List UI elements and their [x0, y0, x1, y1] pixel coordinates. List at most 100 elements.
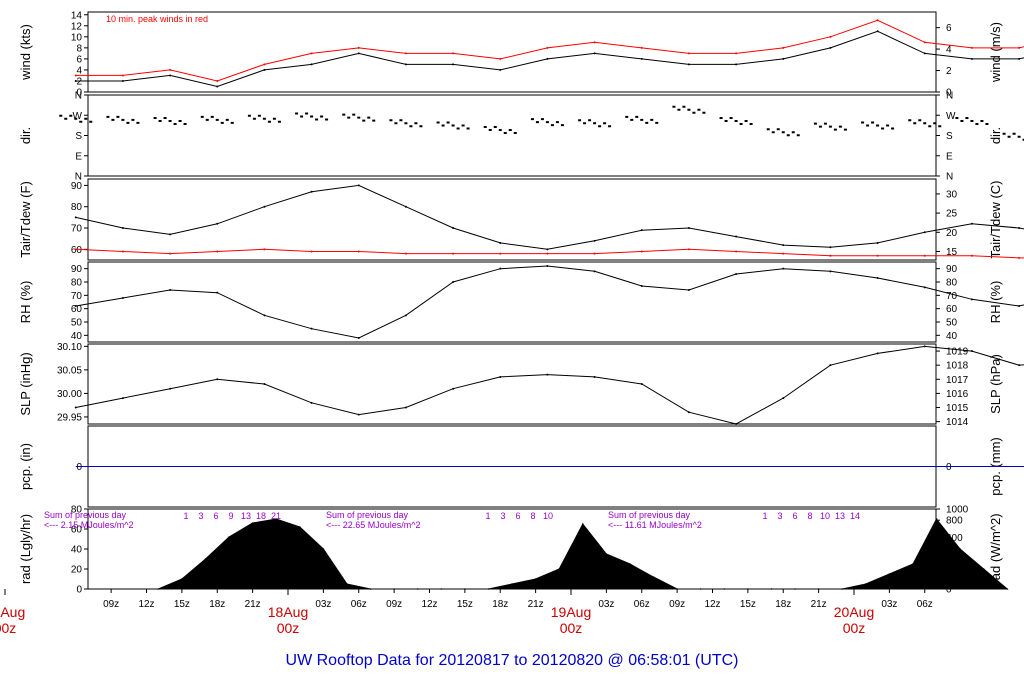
- data-point: [796, 134, 800, 137]
- data-point: [923, 231, 926, 234]
- right-tick-label: 600: [946, 533, 963, 544]
- left-tick-label: 0: [76, 462, 82, 473]
- data-point: [876, 277, 879, 279]
- right-tick-label: N: [946, 91, 953, 102]
- data-point: [970, 120, 974, 122]
- data-point: [295, 112, 299, 115]
- data-point: [121, 250, 124, 253]
- date-label-time: 00z: [0, 620, 16, 636]
- hour-mark: 10: [820, 511, 830, 521]
- left-tick-label: 4: [76, 65, 82, 76]
- data-point: [79, 120, 83, 123]
- data-point: [928, 125, 932, 128]
- data-point: [781, 131, 785, 134]
- data-point: [275, 518, 278, 520]
- hour-mark: 8: [530, 511, 535, 521]
- data-point: [169, 387, 172, 390]
- data-point: [546, 57, 549, 60]
- right-tick-label: 1017: [946, 375, 969, 386]
- data-point: [923, 345, 926, 348]
- data-point: [220, 121, 224, 124]
- data-point: [320, 115, 324, 118]
- data-point: [608, 125, 612, 128]
- data-point: [823, 122, 827, 125]
- data-point: [404, 63, 407, 66]
- data-point: [121, 397, 124, 400]
- data-point: [908, 119, 912, 122]
- right-tick-label: 70: [946, 291, 958, 302]
- data-point: [546, 46, 549, 49]
- data-point: [1007, 135, 1011, 138]
- date-label-time: 00z: [843, 620, 866, 636]
- data-point: [230, 121, 234, 124]
- data-point: [838, 125, 842, 128]
- right-tick-label: 80: [946, 278, 958, 289]
- data-point: [913, 122, 917, 125]
- data-point: [782, 252, 785, 255]
- data-point: [126, 121, 130, 124]
- series-line-temp-0: [75, 184, 1024, 250]
- data-point: [69, 114, 73, 117]
- data-point: [776, 128, 780, 131]
- data-point: [980, 120, 984, 122]
- data-point: [938, 125, 942, 128]
- series-line-wind-0: [75, 30, 1024, 88]
- data-point: [310, 190, 313, 193]
- x-tick-label: 15z: [740, 599, 756, 610]
- data-point: [225, 118, 229, 121]
- data-point: [970, 46, 973, 49]
- data-point: [605, 553, 608, 555]
- data-point: [555, 121, 559, 124]
- right-tick-label: 0: [946, 462, 952, 473]
- data-point: [540, 118, 544, 121]
- data-point: [310, 115, 314, 118]
- right-tick-label: 1014: [946, 417, 969, 428]
- data-point: [272, 117, 276, 120]
- data-point: [466, 127, 470, 130]
- data-point: [440, 588, 443, 590]
- x-tick-label: 21z: [811, 599, 827, 610]
- data-point: [923, 41, 926, 44]
- right-tick-label: 1018: [946, 361, 969, 372]
- data-point: [719, 117, 723, 119]
- left-tick-label: 6: [76, 54, 82, 65]
- x-tick-label: 06z: [917, 599, 933, 610]
- y-axis-label-right-dir: dir.: [988, 127, 1003, 144]
- data-point: [404, 406, 407, 409]
- x-tick-label: 21z: [245, 599, 261, 610]
- left-tick-label: 40: [71, 331, 83, 342]
- right-tick-label: N: [946, 172, 953, 183]
- right-tick-label: 40: [946, 331, 958, 342]
- data-point: [593, 122, 597, 125]
- y-axis-label-pcp: pcp. (in): [18, 443, 33, 490]
- data-point: [342, 113, 346, 116]
- data-point: [1006, 588, 1009, 590]
- data-point: [216, 79, 219, 82]
- left-tick-label: 20: [71, 565, 83, 576]
- data-point: [871, 121, 875, 124]
- data-point: [640, 285, 643, 287]
- date-label-time: 00z: [560, 620, 583, 636]
- data-point: [970, 222, 973, 225]
- y-axis-label-rh: RH (%): [18, 281, 33, 324]
- data-point: [483, 126, 487, 128]
- data-point: [404, 314, 407, 317]
- data-point: [829, 270, 832, 273]
- right-tick-label: 1019: [946, 347, 969, 358]
- right-tick-label: 90: [946, 264, 958, 275]
- data-point: [985, 123, 989, 125]
- data-point: [918, 119, 922, 122]
- data-point: [749, 123, 753, 125]
- data-point: [456, 127, 460, 130]
- data-point: [876, 124, 880, 127]
- data-point: [640, 229, 643, 232]
- data-point: [650, 118, 654, 121]
- data-point: [687, 227, 690, 230]
- x-tick-label: 18z: [775, 599, 791, 610]
- right-tick-label: E: [946, 151, 953, 162]
- x-tick-label: 15z: [174, 599, 190, 610]
- data-point: [251, 522, 254, 524]
- data-point: [367, 116, 371, 119]
- data-point: [682, 105, 686, 108]
